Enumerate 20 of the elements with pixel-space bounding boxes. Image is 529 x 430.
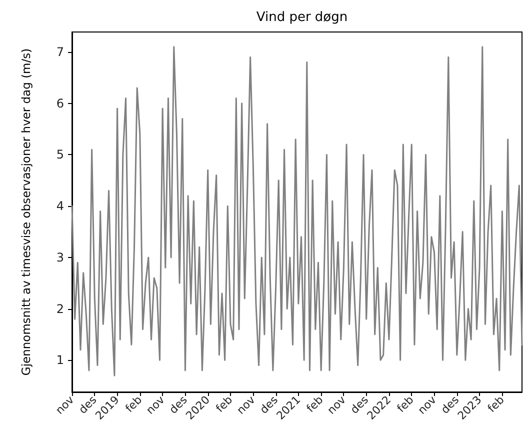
x-tick-label: nov [324, 393, 349, 417]
x-tick-label: nov [234, 393, 258, 417]
y-tick-label: 6 [56, 96, 64, 110]
y-tick-label: 4 [56, 199, 64, 214]
chart-title: Vind per døgn [256, 10, 348, 25]
y-axis-title: Gjennomsnitt av timesvise observasjoner hver dag (m/s) [19, 48, 33, 376]
x-tick-label: feb [485, 393, 507, 416]
y-tick-label: 2 [56, 302, 64, 316]
x-tick-label: feb [213, 393, 236, 416]
y-tick-label: 5 [56, 148, 64, 162]
line-series [71, 46, 523, 376]
y-tick-label: 3 [56, 250, 64, 264]
x-tick-label: feb [122, 393, 145, 416]
x-tick-label: feb [394, 393, 416, 416]
x-tick-label: nov [144, 393, 168, 417]
x-tick-label: nov [415, 393, 440, 417]
y-tick-label: 1 [56, 353, 64, 368]
x-tick-label: feb [304, 393, 326, 416]
y-tick-label: 7 [56, 45, 64, 60]
x-tick-label: nov [53, 393, 77, 417]
